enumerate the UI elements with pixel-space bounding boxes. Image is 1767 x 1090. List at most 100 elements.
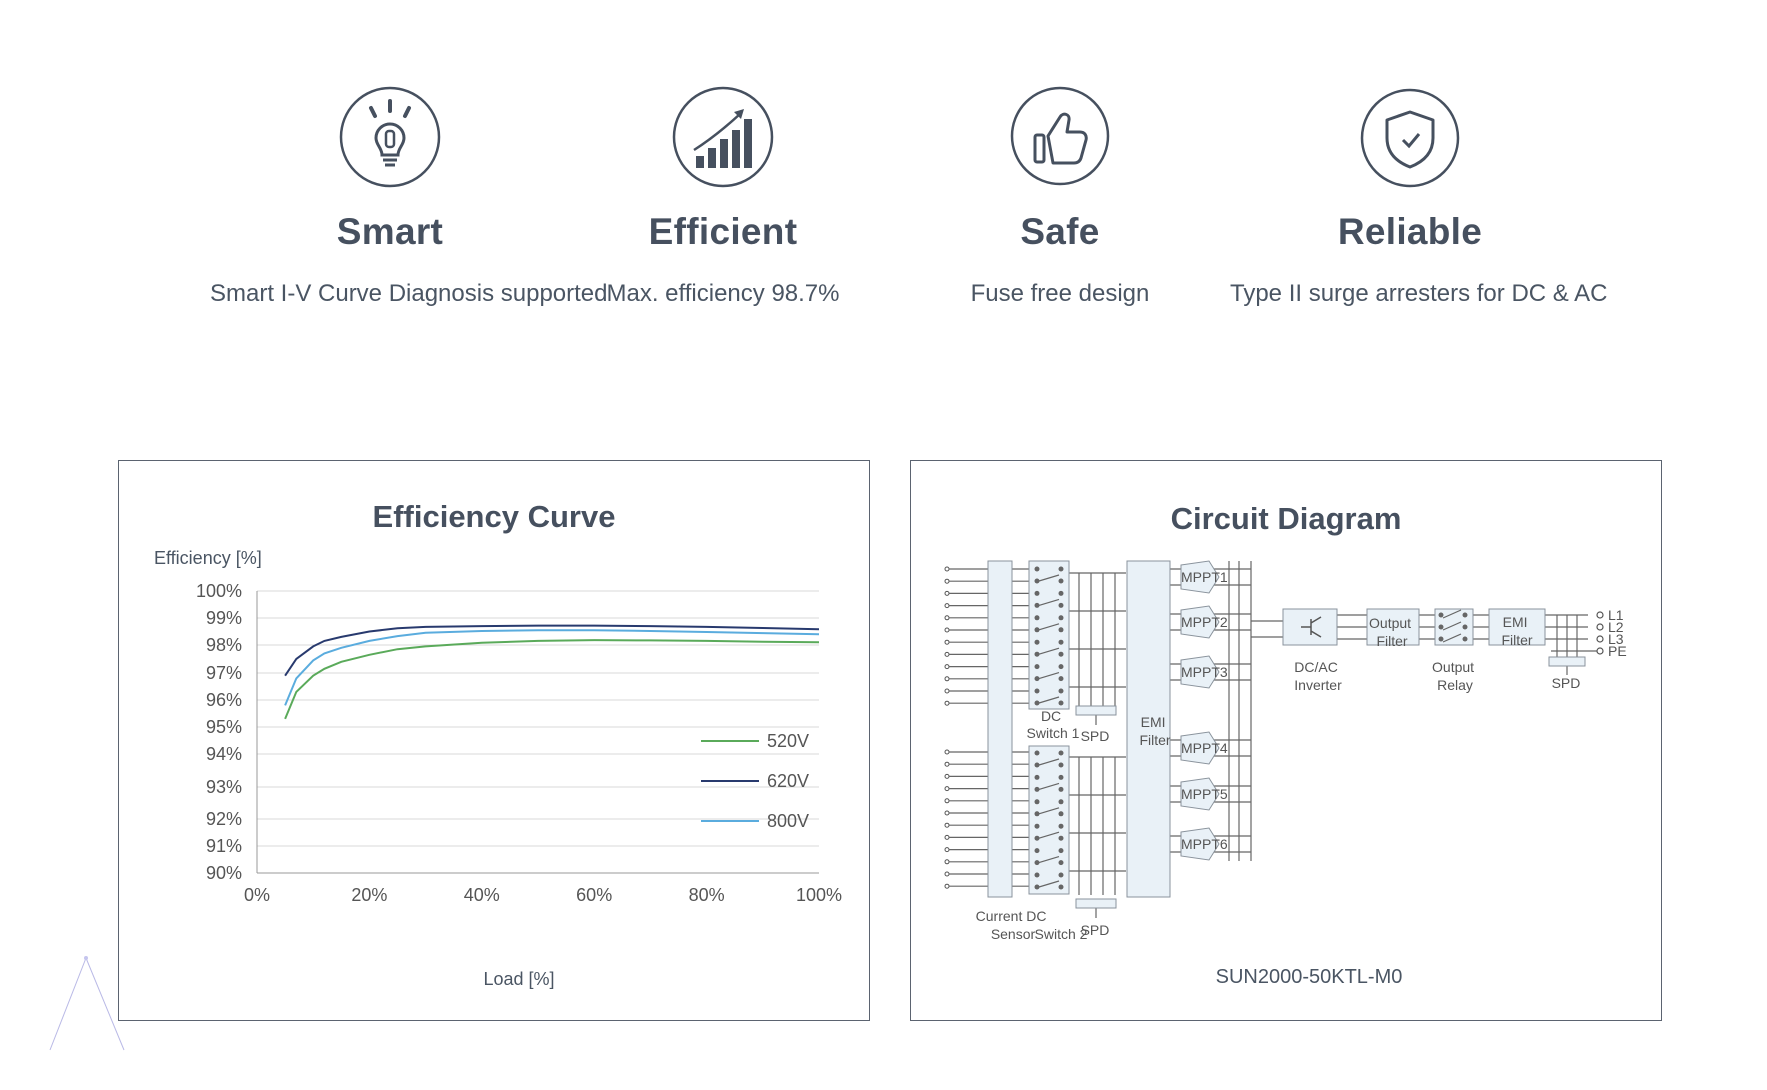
- switch-contact: [1034, 615, 1040, 621]
- switch-contact: [1034, 639, 1040, 645]
- switch-contact: [1058, 848, 1064, 854]
- dc-switch-1-block: [1028, 560, 1070, 710]
- switch-contact: [1034, 590, 1040, 596]
- input-terminal: [944, 810, 950, 816]
- y-tick-label: 95%: [206, 717, 242, 737]
- input-terminal: [944, 627, 950, 633]
- mppt-label: MPPT2: [1181, 614, 1228, 630]
- feature-title: Efficient: [648, 211, 798, 252]
- feature-efficient: Efficient Max. efficiency 98.7%: [603, 86, 843, 307]
- y-axis-label: Efficiency [%]: [154, 548, 262, 568]
- feature-description: Type II surge arresters for DC & AC: [1230, 280, 1608, 307]
- feature-title: Smart: [336, 211, 444, 252]
- switch-contact: [1034, 860, 1040, 866]
- y-tick-label: 93%: [206, 777, 242, 797]
- switch-contact: [1034, 651, 1040, 657]
- switch-contact: [1058, 590, 1064, 596]
- input-terminal: [944, 615, 950, 621]
- switch-contact: [1034, 774, 1040, 780]
- emi-filter-block: [1126, 560, 1171, 898]
- switch-blade: [1038, 574, 1060, 582]
- switch-contact: [1058, 566, 1064, 572]
- switch-contact: [1034, 872, 1040, 878]
- y-tick-label: 94%: [206, 744, 242, 764]
- y-tick-label: 98%: [206, 635, 242, 655]
- relay-contact: [1438, 636, 1444, 642]
- switch-contact: [1034, 688, 1040, 694]
- switch-contact: [1034, 664, 1040, 670]
- switch-contact: [1034, 786, 1040, 792]
- model-name: SUN2000-50KTL-M0: [1216, 966, 1403, 988]
- series-line-620V: [284, 624, 820, 677]
- switch-contact: [1058, 688, 1064, 694]
- dcac-inverter-label: DC/AC Inverter: [1294, 659, 1342, 693]
- output-terminal: [1596, 647, 1604, 655]
- relay-blade: [1442, 621, 1462, 631]
- switch-contact: [1034, 811, 1040, 817]
- y-tick-label: 97%: [206, 663, 242, 683]
- switch-contact: [1034, 884, 1040, 890]
- y-tick-label: 99%: [206, 608, 242, 628]
- switch-blade: [1038, 782, 1060, 790]
- circuit-diagram: DC Switch 1 SPD EMI Filter Current DC Se…: [944, 560, 1627, 988]
- switch-contact: [1034, 823, 1040, 829]
- y-tick-label: 96%: [206, 690, 242, 710]
- series-line-800V: [284, 629, 820, 706]
- switch-blade: [1038, 758, 1060, 766]
- switch-blade: [1038, 696, 1060, 704]
- input-terminal: [944, 749, 950, 755]
- spd-ac-label: SPD: [1552, 675, 1581, 691]
- mppt-label: MPPT3: [1181, 664, 1228, 680]
- mppt-block: [1180, 560, 1220, 594]
- switch-contact: [1058, 823, 1064, 829]
- input-terminal: [944, 786, 950, 792]
- mppt-block: [1180, 777, 1220, 811]
- switch-blade: [1038, 647, 1060, 655]
- output-label: L3: [1608, 631, 1624, 647]
- feature-safe: Safe Fuse free design: [940, 86, 1180, 307]
- output-filter-block: [1366, 608, 1420, 646]
- switch-contact: [1058, 664, 1064, 670]
- input-terminal: [944, 883, 950, 889]
- feature-title: Safe: [1020, 211, 1100, 252]
- relay-contact: [1462, 636, 1468, 642]
- switch-contact: [1058, 578, 1064, 584]
- input-terminal: [944, 822, 950, 828]
- relay-blade: [1442, 633, 1462, 643]
- circuit-diagram-panel: Circuit Diagram DC Switch 1 SPD EMI Filt…: [910, 460, 1662, 1021]
- mppt-label: MPPT4: [1181, 740, 1228, 756]
- panel-title: Efficiency Curve: [372, 499, 616, 534]
- relay-contact: [1462, 624, 1468, 630]
- mppt-block: [1180, 827, 1220, 861]
- switch-contact: [1058, 676, 1064, 682]
- spd-block: [1075, 705, 1117, 716]
- legend-label: 520V: [767, 731, 809, 751]
- input-terminal: [944, 871, 950, 877]
- feature-description: Max. efficiency 98.7%: [606, 280, 840, 307]
- x-tick-label: 80%: [689, 885, 725, 905]
- thumbs-up-icon: [1005, 86, 1115, 196]
- legend-label: 800V: [767, 811, 809, 831]
- switch-contact: [1058, 799, 1064, 805]
- transistor-symbol: [1301, 616, 1322, 638]
- efficiency-curve-panel: Efficiency Curve Efficiency [%] Load [%]…: [118, 460, 870, 1021]
- feature-title: Reliable: [1337, 211, 1483, 252]
- input-terminal: [944, 639, 950, 645]
- input-terminal: [944, 834, 950, 840]
- switch-contact: [1058, 774, 1064, 780]
- panel-title: Circuit Diagram: [1170, 501, 1402, 536]
- switch-contact: [1058, 786, 1064, 792]
- switch-contact: [1058, 835, 1064, 841]
- switch-contact: [1058, 811, 1064, 817]
- input-terminal: [944, 603, 950, 609]
- output-terminal: [1596, 611, 1604, 619]
- y-tick-label: 92%: [206, 809, 242, 829]
- relay-blade: [1442, 609, 1462, 619]
- switch-contact: [1058, 884, 1064, 890]
- switch-blade: [1038, 807, 1060, 815]
- output-terminal: [1596, 623, 1604, 631]
- mppt-label: MPPT6: [1181, 836, 1228, 852]
- series-line-520V: [284, 639, 820, 720]
- switch-contact: [1034, 799, 1040, 805]
- legend-label: 620V: [767, 771, 809, 791]
